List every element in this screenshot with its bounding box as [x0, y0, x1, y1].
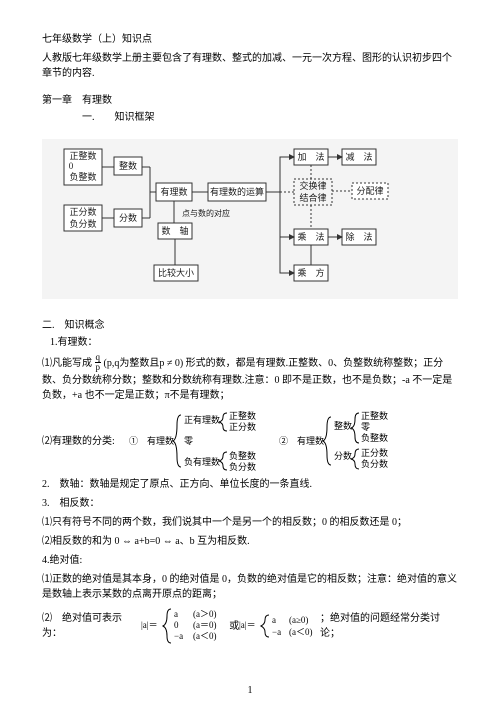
svg-text:a: a [272, 615, 276, 625]
svg-text:比较大小: 比较大小 [158, 267, 194, 278]
svg-text:|a|＝: |a|＝ [141, 620, 158, 630]
page-title: 七年级数学（上）知识点 [42, 32, 458, 47]
svg-text:(a＞0): (a＞0) [193, 609, 217, 619]
svg-text:除 法: 除 法 [345, 231, 372, 242]
svg-text:−a: −a [174, 631, 183, 641]
svg-text:分配律: 分配律 [356, 185, 383, 196]
svg-text:零: 零 [361, 422, 370, 432]
svg-text:整数: 整数 [334, 420, 352, 431]
svg-text:负整数: 负整数 [229, 450, 256, 461]
svg-text:乘 法: 乘 法 [297, 231, 324, 242]
page-number: 1 [0, 683, 500, 698]
svg-text:减 法: 减 法 [345, 151, 372, 162]
svg-text:0: 0 [69, 161, 74, 171]
concept-4-2: ⑵ 绝对值可表示为： |a|＝ a(a＞0) 0(a＝0) −a(a＜0) 或 … [42, 606, 458, 646]
text: 或 [229, 619, 239, 634]
classification-2: ② 有理数 整数 分数 正整数 零 负整数 正分数 负分数 [279, 409, 429, 473]
svg-text:0: 0 [174, 620, 179, 630]
svg-text:有理数的运算: 有理数的运算 [210, 186, 264, 197]
svg-text:(a＜0): (a＜0) [193, 631, 217, 641]
svg-text:|a|＝: |a|＝ [239, 620, 256, 630]
svg-text:有理数: 有理数 [160, 186, 187, 197]
intro-text: 人教版七年级数学上册主要包含了有理数、整式的加减、一元一次方程、图形的认识初步四… [42, 51, 458, 81]
svg-text:分数: 分数 [119, 212, 137, 223]
knowledge-diagram: 正整数 0 负整数 整数 正分数 负分数 分数 有理数 数 轴 点与数的对应 比… [42, 139, 458, 299]
diagram-box: 正整数 [69, 150, 96, 161]
svg-text:分数: 分数 [334, 450, 352, 461]
svg-text:正整数: 正整数 [229, 410, 256, 421]
concept-1-title: 1.有理数： [50, 335, 458, 350]
concept-3-2: ⑵相反数的和为 0 ⇔ a+b=0 ⇔ a、b 互为相反数. [42, 534, 458, 549]
concept-3-title: 3. 相反数： [42, 496, 458, 511]
concept-3-1: ⑴只有符号不同的两个数，我们说其中一个是另一个的相反数；0 的相反数还是 0； [42, 515, 458, 530]
fraction-qp: q p [95, 353, 102, 372]
chapter-heading: 第一章 有理数 [42, 93, 458, 108]
svg-text:正分数: 正分数 [69, 206, 96, 217]
svg-text:零: 零 [184, 436, 193, 446]
svg-text:乘 方: 乘 方 [297, 267, 324, 278]
section-1-heading: 一. 知识框架 [82, 110, 458, 125]
text: ；绝对值的问题经常分类讨论； [320, 611, 458, 641]
text: ⑵ 绝对值可表示为： [42, 611, 141, 641]
svg-text:a: a [174, 609, 178, 619]
svg-text:① 有理数: ① 有理数 [129, 435, 174, 446]
svg-text:负有理数: 负有理数 [184, 456, 220, 467]
svg-text:交换律: 交换律 [299, 180, 326, 191]
concept-2: 2. 数轴：数轴是规定了原点、正方向、单位长度的一条直线. [42, 477, 458, 492]
text: (p,q为整数且p ≠ 0) 形式的数，都是有理数.正整数、0、负整数统称整数；… [42, 358, 452, 401]
svg-text:负分数: 负分数 [69, 218, 96, 229]
svg-text:负整数: 负整数 [361, 432, 388, 443]
concept-1-body: ⑴凡能写成 q p (p,q为整数且p ≠ 0) 形式的数，都是有理数.正整数、… [42, 354, 458, 403]
svg-text:数 轴: 数 轴 [161, 225, 188, 236]
text: ⑴凡能写成 [42, 358, 92, 369]
classification-1: ① 有理数 正有理数 零 负有理数 正整数 正分数 负整数 负分数 [129, 409, 279, 473]
svg-text:正有理数: 正有理数 [184, 414, 220, 425]
classification-row: ⑵有理数的分类: ① 有理数 正有理数 零 负有理数 正整数 正分数 负整数 负… [42, 409, 458, 473]
svg-text:负整数: 负整数 [69, 171, 96, 182]
svg-text:正整数: 正整数 [361, 410, 388, 421]
svg-text:(a＝0): (a＝0) [193, 620, 217, 630]
svg-text:(a＜0): (a＜0) [289, 627, 313, 637]
svg-text:整数: 整数 [119, 160, 137, 171]
section-2-heading: 二. 知识概念 [42, 318, 458, 333]
p2-label: ⑵有理数的分类: [42, 434, 115, 449]
svg-text:点与数的对应: 点与数的对应 [182, 208, 230, 218]
svg-text:正分数: 正分数 [361, 447, 388, 458]
concept-4-1: ⑴正数的绝对值是其本身，0 的绝对值是 0，负数的绝对值是它的相反数；注意：绝对… [42, 572, 458, 602]
concept-4-title: 4.绝对值: [42, 553, 458, 568]
svg-text:负分数: 负分数 [361, 458, 388, 469]
svg-text:结合律: 结合律 [299, 192, 326, 203]
svg-text:加 法: 加 法 [297, 151, 324, 162]
abs-formula-2: |a|＝ a (a≥0) −a (a＜0) [239, 611, 320, 641]
svg-text:正分数: 正分数 [229, 421, 256, 432]
abs-formula-1: |a|＝ a (a＞0) 0 (a＝0) −a (a＜0) [141, 606, 230, 646]
svg-text:(a≥0): (a≥0) [289, 615, 308, 625]
svg-text:② 有理数: ② 有理数 [279, 435, 324, 446]
svg-text:−a: −a [272, 627, 281, 637]
svg-text:负分数: 负分数 [229, 461, 256, 472]
